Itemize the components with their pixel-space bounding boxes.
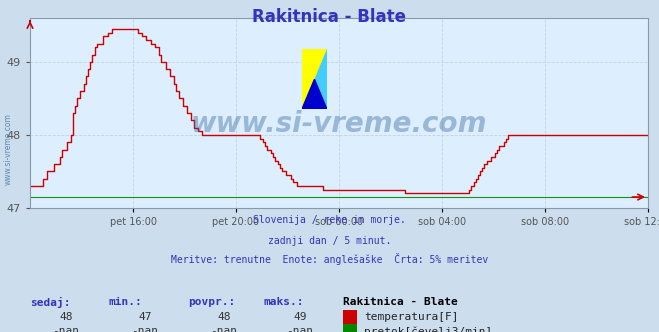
Text: Slovenija / reke in morje.: Slovenija / reke in morje. [253, 215, 406, 225]
Text: maks.:: maks.: [264, 297, 304, 307]
Polygon shape [302, 49, 327, 109]
Text: -nan: -nan [287, 326, 313, 332]
Text: sedaj:: sedaj: [30, 297, 70, 308]
Text: 47: 47 [138, 312, 152, 322]
Text: zadnji dan / 5 minut.: zadnji dan / 5 minut. [268, 236, 391, 246]
Text: min.:: min.: [109, 297, 142, 307]
Polygon shape [302, 49, 327, 109]
Text: Rakitnica - Blate: Rakitnica - Blate [343, 297, 457, 307]
Text: 49: 49 [293, 312, 306, 322]
Text: 48: 48 [217, 312, 231, 322]
Text: 48: 48 [59, 312, 72, 322]
Text: temperatura[F]: temperatura[F] [364, 312, 458, 322]
Text: www.si-vreme.com: www.si-vreme.com [190, 111, 487, 138]
Polygon shape [302, 79, 327, 109]
Text: -nan: -nan [132, 326, 158, 332]
Text: pretok[čevelj3/min]: pretok[čevelj3/min] [364, 326, 492, 332]
Text: povpr.:: povpr.: [188, 297, 235, 307]
Text: www.si-vreme.com: www.si-vreme.com [3, 114, 13, 185]
Text: -nan: -nan [211, 326, 237, 332]
Text: Meritve: trenutne  Enote: anglešaške  Črta: 5% meritev: Meritve: trenutne Enote: anglešaške Črta… [171, 253, 488, 265]
Text: -nan: -nan [53, 326, 79, 332]
Text: Rakitnica - Blate: Rakitnica - Blate [252, 8, 407, 26]
